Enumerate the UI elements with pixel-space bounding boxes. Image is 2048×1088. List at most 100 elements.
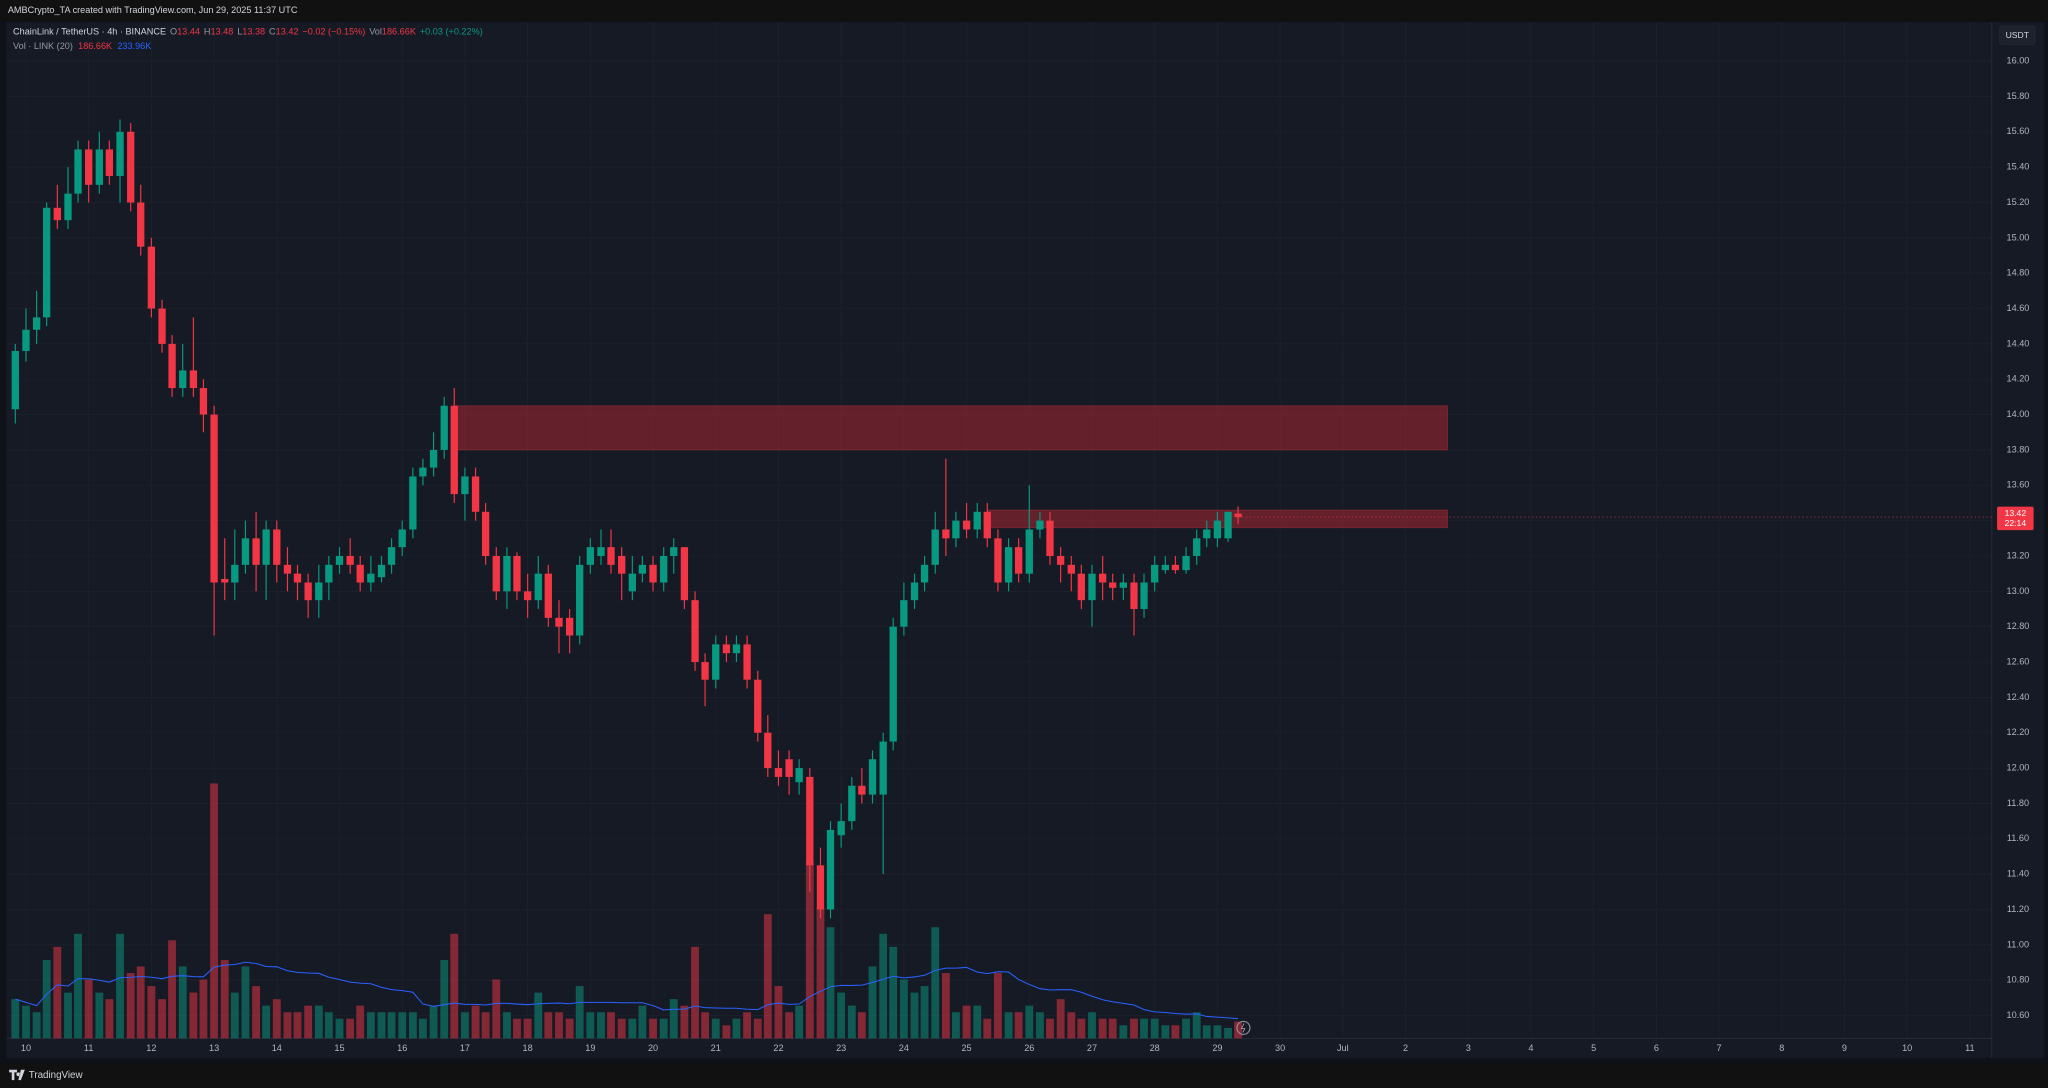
x-tick-label: 29 (1212, 1043, 1222, 1053)
volume-bar (1150, 1018, 1159, 1039)
y-tick-label: 11.20 (2007, 904, 2029, 914)
candle-body (262, 529, 270, 565)
last-price-label: 13.42 (2005, 508, 2027, 518)
volume-bar (889, 946, 898, 1039)
volume-bar (920, 986, 929, 1039)
x-tick-label: 3 (1466, 1043, 1471, 1053)
candle-body (1151, 564, 1159, 583)
x-tick-label: 16 (397, 1043, 407, 1053)
x-tick-label: 24 (899, 1043, 909, 1053)
y-tick-label: 14.60 (2007, 303, 2030, 313)
volume-bar (74, 933, 82, 1039)
volume-bar (503, 1012, 511, 1039)
candle-body (419, 467, 427, 477)
candle-body (137, 202, 145, 247)
volume-bar (84, 979, 93, 1039)
volume-bar (795, 1005, 804, 1039)
candle-body (367, 573, 375, 583)
candle-body (691, 600, 699, 663)
top-bar (0, 0, 2048, 21)
x-tick-label: 8 (1779, 1043, 1784, 1053)
legend-line: Vol · LINK (20) 186.66K 233.96K (13, 41, 151, 51)
candle-body (900, 600, 908, 627)
y-tick-label: 16.00 (2007, 56, 2030, 66)
candle-body (116, 131, 124, 176)
candle-body (1130, 582, 1138, 610)
replay-icon (1236, 1020, 1251, 1035)
bottom-bar (0, 1063, 2048, 1088)
axes: 16.00 15.80 15.60 15.40 15.20 15.00 14.80 14.60… (21, 56, 2034, 1053)
volume-bar (1088, 1012, 1096, 1039)
y-tick-label: 14.40 (2007, 338, 2030, 348)
legend-item: L (237, 27, 242, 37)
candle-body (409, 476, 417, 530)
volume-bar (868, 966, 877, 1039)
volume-bar (1140, 1018, 1148, 1039)
y-tick-label: 13.60 (2007, 480, 2030, 490)
candle-body (586, 547, 594, 565)
volume-bar (962, 1005, 971, 1039)
y-tick-label: 15.00 (2007, 232, 2030, 242)
volume-bar (899, 979, 908, 1039)
volume-bar (324, 1012, 333, 1039)
volume-bar (440, 959, 449, 1039)
legend: ChainLink / TetherUS · 4h · BINANCE O13.4… (13, 27, 483, 51)
candle-body (1077, 573, 1085, 601)
volume-bar (199, 979, 208, 1039)
candle-body (189, 370, 198, 389)
price-axis (1991, 22, 2045, 1058)
candle-body (1025, 529, 1033, 574)
candle-body (858, 785, 866, 795)
candle-body (868, 759, 877, 795)
volume-bar (649, 1018, 657, 1039)
candle-body (931, 529, 939, 565)
volume-bar (691, 946, 699, 1039)
candle-body (105, 149, 114, 176)
volume-bar (1213, 1025, 1222, 1039)
volume-bar (1077, 1018, 1086, 1039)
candle-body (127, 131, 135, 203)
candle-body (837, 821, 845, 836)
x-tick-label: 22 (773, 1043, 783, 1053)
legend-item: H (204, 27, 211, 37)
candle-body (670, 547, 678, 556)
candle-body (199, 388, 208, 415)
volume-bar (837, 992, 846, 1039)
candle-body (826, 829, 835, 910)
volume-bar (826, 927, 835, 1039)
x-tick-label: 2 (1403, 1043, 1408, 1053)
candle-body (1224, 511, 1232, 539)
volume-bar (450, 933, 459, 1039)
candle-body (429, 449, 438, 468)
volume-bar (116, 933, 124, 1039)
candle-body (649, 564, 657, 583)
volume-bar (931, 927, 940, 1039)
volume-bar (1056, 999, 1065, 1039)
y-tick-label: 11.40 (2007, 869, 2029, 879)
candle-body (1046, 520, 1054, 556)
x-tick-label: 18 (523, 1043, 533, 1053)
volume-bar (951, 1012, 960, 1039)
candle-body (523, 591, 532, 601)
volume-bar (1161, 1025, 1170, 1039)
candle-body (304, 582, 312, 601)
legend-item: Vol · LINK (20) (13, 41, 73, 51)
candle-body (628, 573, 637, 592)
candle-body (43, 207, 51, 318)
last-price-box (1997, 506, 2034, 531)
x-tick-label: 25 (961, 1043, 971, 1053)
volume-bar (534, 992, 543, 1039)
volume-bar (586, 1012, 595, 1039)
volume-bar (669, 999, 678, 1039)
volume-bar (1171, 1025, 1180, 1039)
candle-body (701, 662, 709, 680)
y-tick-label: 12.40 (2007, 692, 2030, 702)
volume-bar (857, 1012, 866, 1039)
y-tick-label: 13.20 (2007, 550, 2030, 560)
volume-bar (471, 1005, 480, 1039)
volume-bar (1202, 1025, 1211, 1039)
volume-bar (1108, 1018, 1117, 1039)
volume-bar (283, 1012, 292, 1039)
volume-bar (680, 1005, 689, 1039)
y-tick-label: 12.00 (2007, 763, 2030, 773)
